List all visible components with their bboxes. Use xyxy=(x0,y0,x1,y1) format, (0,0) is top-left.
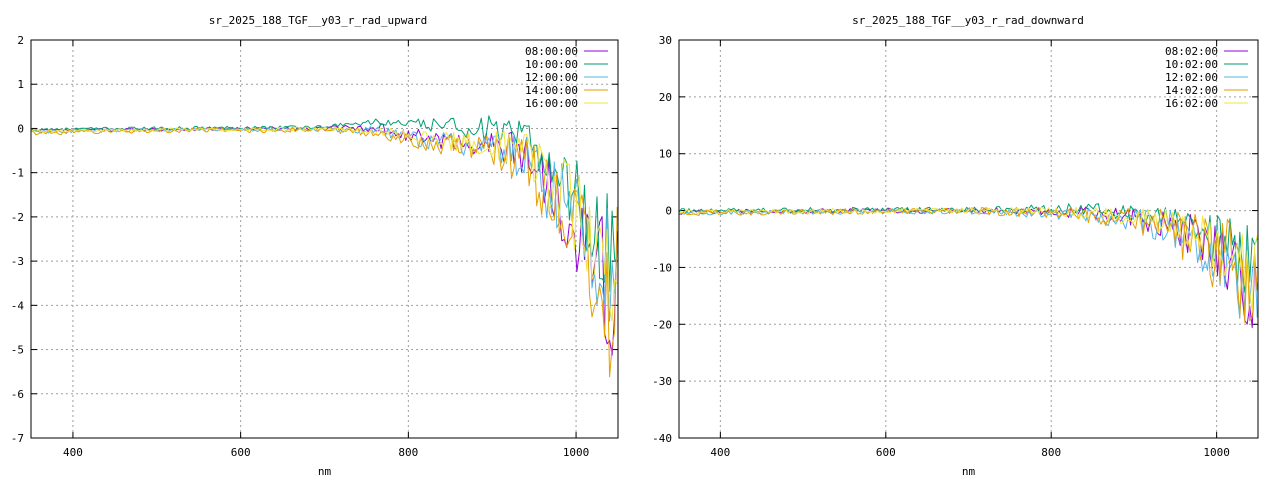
legend-label: 14:00:00 xyxy=(525,84,578,97)
y-tick-label: 1 xyxy=(17,78,24,91)
series-line-10-02-00 xyxy=(679,203,1258,293)
x-tick-label: 1000 xyxy=(1203,446,1230,459)
x-tick-label: 600 xyxy=(231,446,251,459)
series-line-14-02-00 xyxy=(679,206,1258,323)
y-tick-label: -20 xyxy=(652,318,672,331)
legend-label: 08:00:00 xyxy=(525,45,578,58)
chart-panel-2: sr_2025_188_TGF__y03_r_rad_downward -40 -3… xyxy=(652,14,1259,478)
series-line-16-02-00 xyxy=(679,206,1258,313)
x-tick-label: 1000 xyxy=(563,446,590,459)
y-tick-label: -4 xyxy=(11,299,25,312)
y-tick-label: 30 xyxy=(659,34,672,47)
y-tick-label: 10 xyxy=(659,148,672,161)
y-tick-label: -2 xyxy=(11,211,24,224)
series-line-12-02-00 xyxy=(679,207,1258,319)
y-tick-label: -1 xyxy=(11,167,24,180)
legend-label: 14:02:00 xyxy=(1165,84,1218,97)
chart-title: sr_2025_188_TGF__y03_r_rad_upward xyxy=(209,14,428,27)
x-axis-label: nm xyxy=(318,465,332,478)
y-tick-label: 0 xyxy=(665,205,672,218)
legend-label: 12:02:00 xyxy=(1165,71,1218,84)
y-tick-label: -5 xyxy=(11,344,24,357)
y-tick-label: -3 xyxy=(11,255,24,268)
plot-frame xyxy=(678,39,1259,439)
y-tick-label: -6 xyxy=(11,388,24,401)
y-tick-label: -30 xyxy=(652,375,672,388)
x-axis-label: nm xyxy=(962,465,976,478)
series-line-14-00-00 xyxy=(31,126,618,378)
x-tick-label: 800 xyxy=(1041,446,1061,459)
x-tick-label: 600 xyxy=(876,446,896,459)
y-tick-label: -7 xyxy=(11,432,24,445)
x-tick-label: 800 xyxy=(398,446,418,459)
x-tick-label: 400 xyxy=(710,446,730,459)
plot-frame xyxy=(30,39,619,439)
legend-label: 10:00:00 xyxy=(525,58,578,71)
legend-label: 16:02:00 xyxy=(1165,97,1218,110)
legend-label: 10:02:00 xyxy=(1165,58,1218,71)
chart-title: sr_2025_188_TGF__y03_r_rad_downward xyxy=(852,14,1084,27)
legend-label: 08:02:00 xyxy=(1165,45,1218,58)
y-tick-label: -10 xyxy=(652,261,672,274)
series-line-16-00-00 xyxy=(31,126,618,322)
series-line-12-00-00 xyxy=(31,125,618,322)
y-tick-label: 0 xyxy=(17,122,24,135)
y-tick-label: -40 xyxy=(652,432,672,445)
y-tick-label: 20 xyxy=(659,91,672,104)
legend-label: 16:00:00 xyxy=(525,97,578,110)
chart-panel-1: sr_2025_188_TGF__y03_r_rad_upward -7 -6 -5 -… xyxy=(11,14,619,478)
x-tick-label: 400 xyxy=(63,446,83,459)
y-tick-label: 2 xyxy=(17,34,24,47)
legend-label: 12:00:00 xyxy=(525,71,578,84)
